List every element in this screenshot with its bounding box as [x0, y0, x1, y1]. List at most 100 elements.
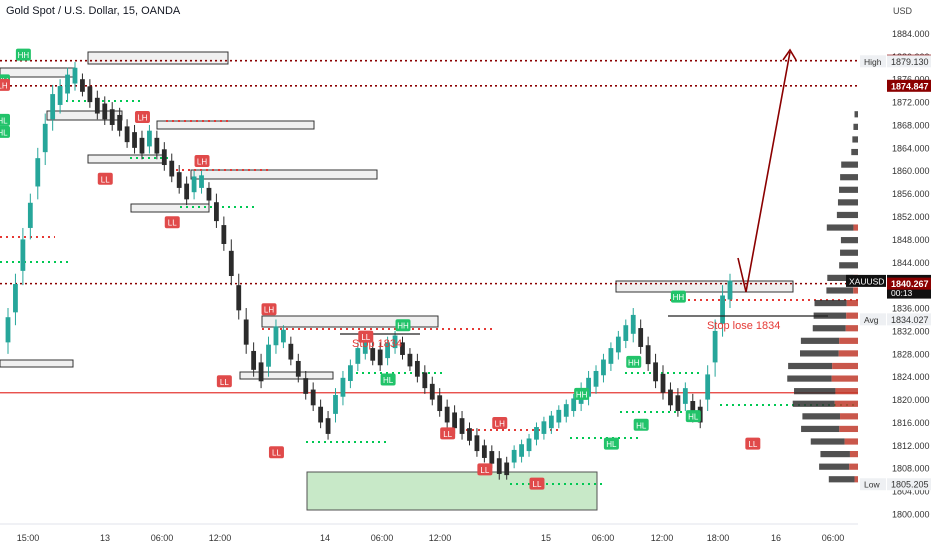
candle-body[interactable]	[638, 328, 644, 347]
candle-body[interactable]	[653, 362, 658, 382]
candle-body[interactable]	[504, 462, 510, 476]
candle-body[interactable]	[72, 67, 78, 84]
candle-body[interactable]	[124, 126, 130, 143]
candle-body[interactable]	[370, 348, 376, 361]
candle-body[interactable]	[221, 225, 227, 244]
candle-body[interactable]	[184, 183, 190, 200]
candle-body[interactable]	[452, 412, 457, 429]
candle-body[interactable]	[563, 404, 569, 417]
candle-body[interactable]	[13, 284, 18, 313]
candle-body[interactable]	[615, 336, 621, 353]
candle-body[interactable]	[571, 398, 577, 412]
demand-zone[interactable]	[306, 471, 598, 511]
candle-body[interactable]	[720, 295, 725, 324]
candle-body[interactable]	[347, 365, 353, 381]
time-axis[interactable]: 15:00 13 06:00 12:00 14 06:00 12:00 15 06:00 12:0…	[0, 523, 858, 543]
zone-box[interactable]	[156, 120, 315, 130]
candle-body[interactable]	[132, 132, 137, 148]
candle-body[interactable]	[437, 395, 443, 412]
candle-body[interactable]	[474, 435, 480, 452]
zone-box[interactable]	[190, 169, 378, 180]
zone-box[interactable]	[261, 315, 439, 328]
candle-body[interactable]	[243, 319, 249, 345]
candle-body[interactable]	[5, 317, 11, 343]
candle-body[interactable]	[273, 326, 279, 346]
candle-body[interactable]	[682, 388, 688, 404]
candle-body[interactable]	[459, 418, 465, 434]
candle-body[interactable]	[534, 427, 539, 440]
candle-body[interactable]	[65, 74, 70, 94]
candle-body[interactable]	[251, 350, 257, 370]
candle-body[interactable]	[35, 158, 41, 187]
candle-body[interactable]	[318, 406, 324, 423]
candle-body[interactable]	[117, 114, 123, 131]
candle-body[interactable]	[392, 335, 398, 349]
candle-body[interactable]	[385, 342, 391, 359]
candle-body[interactable]	[422, 372, 428, 389]
candle-body[interactable]	[548, 415, 554, 429]
candle-body[interactable]	[340, 377, 346, 397]
candle-body[interactable]	[169, 160, 175, 177]
zone-box[interactable]	[0, 67, 76, 78]
candle-body[interactable]	[541, 421, 547, 434]
candle-body[interactable]	[526, 438, 532, 452]
candle-body[interactable]	[705, 374, 711, 400]
price-axis[interactable]: USD 1884.0001880.0001876.0001872.0001868…	[892, 6, 930, 520]
candle-body[interactable]	[668, 389, 673, 406]
candle-body[interactable]	[27, 202, 33, 228]
candle-body[interactable]	[87, 86, 93, 103]
candle-body[interactable]	[608, 348, 614, 364]
zone-box[interactable]	[239, 371, 334, 380]
candle-body[interactable]	[727, 280, 733, 300]
candle-body[interactable]	[281, 329, 286, 343]
candle-body[interactable]	[407, 353, 413, 367]
candle-body[interactable]	[102, 103, 108, 120]
candle-body[interactable]	[355, 348, 361, 364]
candle-body[interactable]	[444, 406, 450, 423]
candle-body[interactable]	[310, 389, 316, 406]
candle-body[interactable]	[303, 378, 309, 394]
candle-body[interactable]	[206, 187, 212, 201]
candle-body[interactable]	[511, 449, 517, 463]
zone-box[interactable]	[0, 359, 74, 368]
candle-body[interactable]	[429, 383, 435, 400]
candle-body[interactable]	[400, 342, 405, 355]
candle-body[interactable]	[467, 428, 472, 441]
candle-body[interactable]	[660, 373, 666, 393]
candle-body[interactable]	[20, 239, 26, 271]
candle-body[interactable]	[414, 360, 420, 377]
candle-body[interactable]	[623, 325, 629, 341]
candle-body[interactable]	[191, 176, 197, 193]
candle-body[interactable]	[266, 344, 271, 367]
zone-box[interactable]	[130, 203, 210, 213]
candle-body[interactable]	[199, 175, 204, 188]
candle-body[interactable]	[147, 130, 152, 147]
candle-body[interactable]	[176, 172, 182, 188]
candle-body[interactable]	[80, 79, 85, 92]
candle-body[interactable]	[161, 149, 167, 166]
candle-body[interactable]	[228, 250, 234, 277]
candle-body[interactable]	[362, 341, 368, 354]
candle-body[interactable]	[481, 445, 487, 458]
candle-body[interactable]	[325, 418, 331, 434]
candle-body[interactable]	[519, 444, 524, 457]
candle-body[interactable]	[556, 409, 562, 423]
candle-body[interactable]	[50, 94, 56, 120]
candle-body[interactable]	[295, 360, 301, 377]
candle-body[interactable]	[645, 345, 651, 365]
candle-body[interactable]	[57, 86, 63, 105]
candle-body[interactable]	[94, 97, 100, 114]
zone-box[interactable]	[615, 280, 794, 293]
candle-body[interactable]	[214, 202, 219, 222]
candle-body[interactable]	[593, 370, 599, 387]
candle-body[interactable]	[489, 451, 495, 464]
candle-body[interactable]	[258, 362, 264, 382]
candle-body[interactable]	[601, 359, 606, 376]
candle-body[interactable]	[586, 377, 591, 397]
candle-body[interactable]	[675, 395, 681, 412]
zone-box[interactable]	[87, 51, 229, 65]
candle-body[interactable]	[333, 395, 338, 414]
candle-body[interactable]	[154, 137, 160, 154]
candle-body[interactable]	[42, 123, 48, 153]
